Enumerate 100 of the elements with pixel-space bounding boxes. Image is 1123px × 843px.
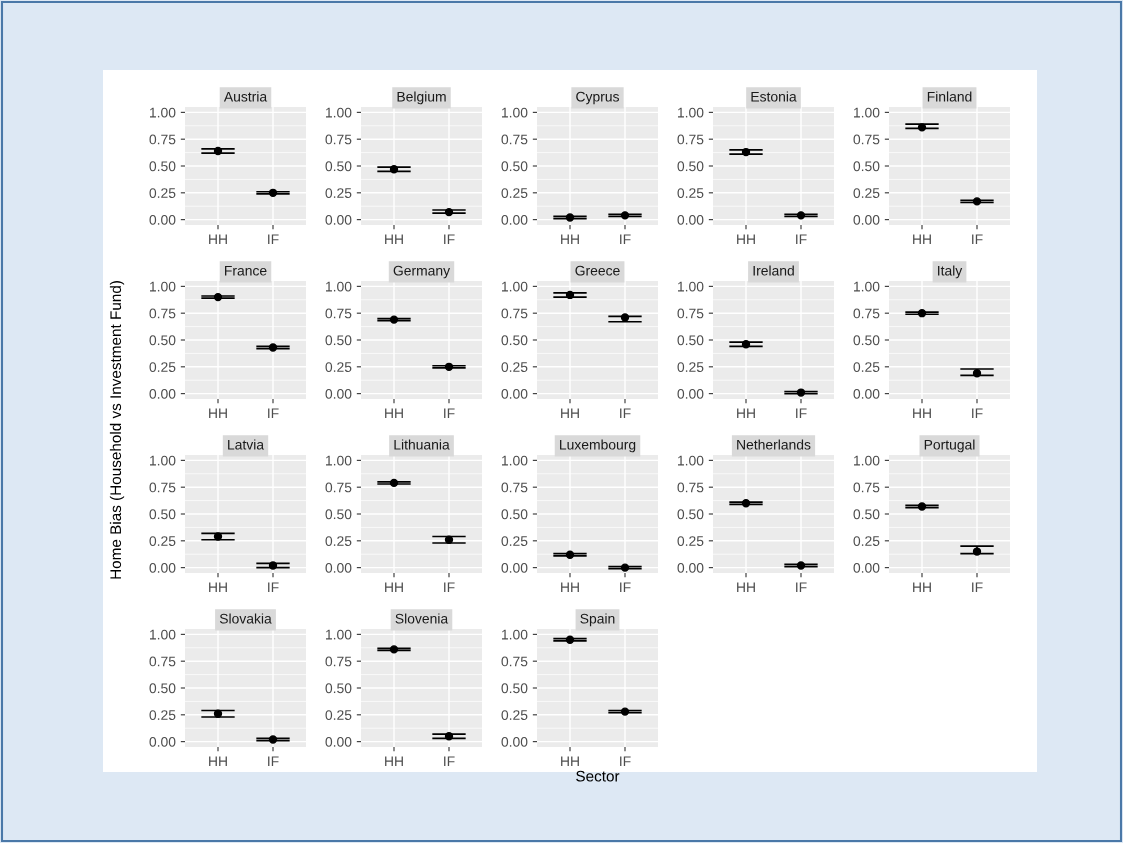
- y-tick-label: 1.00: [678, 107, 704, 118]
- x-tick-label: HH: [913, 234, 931, 245]
- y-tick-label: 0.25: [853, 536, 880, 546]
- y-tick-label: 1.00: [326, 629, 352, 640]
- x-tick-label: HH: [209, 582, 227, 593]
- y-tick-label: 0.00: [149, 736, 176, 747]
- x-tick-label: HH: [209, 234, 227, 245]
- y-tick-label: 0.00: [325, 388, 352, 399]
- y-tick-label: 0.25: [677, 362, 704, 372]
- x-tick-label: HH: [737, 234, 755, 245]
- y-tick-label: 0.75: [325, 308, 352, 319]
- y-tick-label: 0.25: [501, 536, 528, 546]
- y-tick-label: 1.00: [502, 281, 528, 292]
- chart-title: Lithuania: [394, 439, 450, 450]
- y-tick-label: 1.00: [502, 107, 528, 118]
- x-tick-label: IF: [796, 234, 807, 245]
- y-tick-label: 0.00: [325, 562, 352, 573]
- y-tick-label: 0.75: [853, 482, 880, 493]
- y-tick-label: 0.25: [853, 362, 880, 372]
- y-tick-label: 0.00: [325, 214, 352, 225]
- x-tick-label: IF: [268, 582, 279, 593]
- y-tick-label: 0.50: [325, 683, 352, 694]
- y-tick-label: 0.75: [677, 482, 704, 493]
- x-axis-title: Sector: [576, 770, 620, 782]
- x-tick-label: HH: [561, 234, 579, 245]
- y-tick-label: 0.50: [325, 335, 352, 346]
- y-tick-label: 0.50: [853, 161, 880, 172]
- y-tick-label: 0.75: [501, 482, 528, 493]
- y-tick-label: 0.75: [149, 308, 176, 319]
- x-tick-label: HH: [209, 408, 227, 419]
- x-tick-label: IF: [444, 756, 455, 767]
- y-tick-label: 0.00: [501, 388, 528, 399]
- y-tick-label: 0.25: [501, 710, 528, 720]
- y-tick-label: 0.50: [149, 509, 176, 520]
- y-tick-label: 0.50: [501, 335, 528, 346]
- y-tick-label: 0.00: [149, 562, 176, 573]
- x-tick-label: IF: [620, 408, 631, 419]
- y-tick-label: 0.25: [677, 536, 704, 546]
- x-tick-label: HH: [561, 408, 579, 419]
- x-tick-label: HH: [385, 408, 403, 419]
- x-tick-label: IF: [444, 234, 455, 245]
- y-tick-label: 0.75: [853, 308, 880, 319]
- y-tick-label: 1.00: [326, 455, 352, 466]
- y-tick-label: 0.25: [325, 362, 352, 372]
- chart-title: Belgium: [397, 91, 446, 105]
- y-tick-label: 0.25: [501, 188, 528, 198]
- x-tick-label: HH: [561, 756, 579, 767]
- y-tick-label: 0.75: [501, 656, 528, 667]
- x-tick-label: HH: [561, 582, 579, 593]
- y-tick-label: 0.75: [149, 656, 176, 667]
- y-tick-label: 0.75: [325, 482, 352, 493]
- x-tick-label: IF: [268, 756, 279, 767]
- x-tick-label: IF: [796, 408, 807, 419]
- chart-title: Cyprus: [576, 91, 619, 105]
- y-tick-label: 1.00: [854, 107, 880, 118]
- x-tick-label: HH: [737, 582, 755, 593]
- x-tick-label: HH: [385, 582, 403, 593]
- y-tick-label: 1.00: [150, 107, 176, 118]
- y-tick-label: 1.00: [502, 629, 528, 640]
- chart-title: Estonia: [751, 91, 797, 102]
- y-tick-label: 0.75: [149, 134, 176, 145]
- y-tick-label: 1.00: [678, 455, 704, 466]
- y-tick-label: 0.50: [501, 683, 528, 694]
- x-tick-label: HH: [385, 756, 403, 767]
- y-tick-label: 0.50: [501, 161, 528, 172]
- y-tick-label: 0.50: [677, 161, 704, 172]
- chart-title: Slovenia: [395, 613, 449, 624]
- y-tick-label: 0.75: [149, 482, 176, 493]
- y-tick-label: 1.00: [150, 455, 176, 466]
- y-tick-label: 1.00: [326, 107, 352, 118]
- y-tick-label: 0.00: [677, 214, 704, 225]
- x-tick-label: IF: [444, 582, 455, 593]
- y-tick-label: 0.25: [677, 188, 704, 198]
- y-tick-label: 0.50: [677, 335, 704, 346]
- y-tick-label: 0.50: [149, 161, 176, 172]
- y-tick-label: 1.00: [326, 281, 352, 292]
- x-tick-label: HH: [913, 582, 931, 593]
- y-tick-label: 0.75: [501, 134, 528, 145]
- chart-title: Finland: [927, 91, 972, 102]
- y-tick-label: 0.00: [149, 214, 176, 225]
- x-tick-label: IF: [972, 582, 983, 593]
- x-tick-label: IF: [972, 408, 983, 419]
- chart-title: Spain: [580, 613, 615, 627]
- y-tick-label: 0.50: [325, 509, 352, 520]
- y-tick-label: 0.50: [853, 509, 880, 520]
- y-tick-label: 0.00: [501, 736, 528, 747]
- y-tick-label: 0.25: [149, 362, 176, 372]
- y-tick-label: 0.25: [325, 188, 352, 198]
- chart-title: Greece: [575, 265, 620, 276]
- x-tick-label: IF: [796, 582, 807, 593]
- chart-title: Portugal: [924, 439, 975, 453]
- chart-title: France: [225, 265, 267, 276]
- y-tick-label: 0.00: [677, 562, 704, 573]
- y-tick-label: 0.00: [325, 736, 352, 747]
- y-tick-label: 0.25: [325, 536, 352, 546]
- chart-title: Italy: [938, 265, 963, 279]
- x-tick-label: HH: [737, 408, 755, 419]
- y-tick-label: 0.00: [149, 388, 176, 399]
- y-tick-label: 0.50: [149, 683, 176, 694]
- x-tick-label: IF: [972, 234, 983, 245]
